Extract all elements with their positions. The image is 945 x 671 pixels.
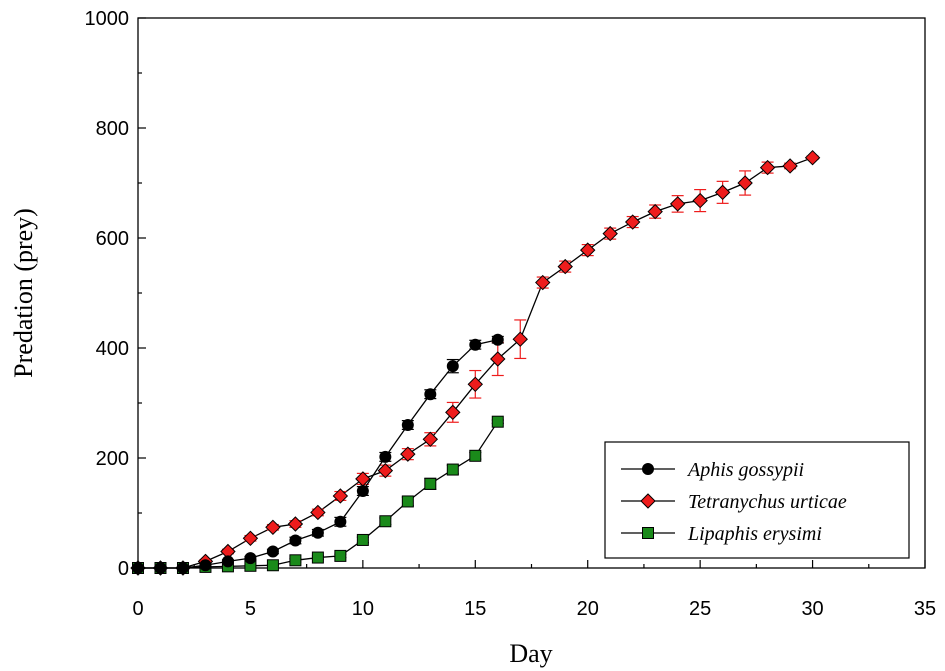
data-point [602,225,618,242]
series-layer [130,149,821,576]
data-point [400,446,416,462]
data-point [242,530,259,547]
data-point [557,258,573,275]
data-point [377,462,394,479]
data-point [422,431,439,448]
data-point [266,545,279,558]
data-point [491,415,504,428]
legend-item-aphis-gossypii: Aphis gossypii [621,459,804,481]
legend-label: Lipaphis erysimi [687,523,822,545]
data-point [759,159,776,176]
legend-box [604,441,910,559]
x-tick-label: 30 [801,598,823,620]
x-tick-label: 35 [914,598,936,620]
data-point [446,463,459,476]
y-tick-label: 0 [118,558,129,580]
data-point [334,549,347,562]
legend-marker [640,493,656,509]
data-point [356,533,369,546]
data-point [221,555,234,568]
data-point [692,192,708,209]
data-point [311,551,324,564]
y-tick-label: 400 [96,338,129,360]
data-point [379,450,392,463]
data-point [356,485,369,497]
data-point [176,562,189,574]
y-axis-title: Predation (prey) [9,208,38,378]
data-point [446,360,459,373]
x-tick-label: 20 [577,598,599,620]
legend-label: Tetranychus urticae [688,491,847,513]
y-tick-label: 200 [96,448,129,470]
data-point [132,562,144,574]
legend-marker [642,527,654,539]
series-line [138,421,499,569]
data-point [782,158,798,174]
x-tick-label: 10 [352,598,374,620]
data-point [265,519,281,536]
data-point [266,559,279,572]
data-point [199,559,212,572]
data-point [535,274,551,291]
data-point [332,488,349,504]
data-point [647,203,663,220]
data-point [154,562,167,574]
data-point [804,149,821,166]
data-point [445,404,461,421]
data-point [624,214,641,230]
y-tick-label: 600 [96,228,129,250]
data-point [669,196,686,212]
data-point [469,449,482,462]
data-point [401,495,414,508]
data-point [289,534,302,547]
legend: Aphis gossypii Tetranychus urticae Lipaphi… [604,441,910,559]
x-tick-label: 15 [464,598,486,620]
legend-item-lipaphis-erysimi: Lipaphis erysimi [621,523,822,545]
data-point [311,526,324,539]
x-tick-label: 25 [689,598,711,620]
x-axis-title: Day [509,639,552,668]
data-point [244,552,257,565]
data-point [424,388,437,401]
data-point [401,419,414,431]
data-point [287,516,304,532]
data-point [580,242,596,258]
data-point [737,175,753,191]
legend-label: Aphis gossypii [686,459,804,481]
data-point [490,351,506,367]
data-point [512,331,528,347]
series-aphis-gossypii [132,333,504,574]
data-point [469,338,482,351]
y-tick-label: 800 [96,118,129,140]
data-point [310,504,326,521]
y-axis: 0 200 400 600 800 1000 [85,8,146,580]
data-point [467,376,483,393]
data-point [334,515,347,528]
data-point [491,333,504,346]
x-tick-label: 0 [132,598,143,620]
data-point [289,554,302,567]
y-tick-label: 1000 [85,8,130,30]
data-point [424,477,437,490]
data-point [714,184,731,201]
legend-item-tetranychus-urticae: Tetranychus urticae [621,491,847,513]
series-lipaphis-erysimi [132,415,504,574]
legend-marker [642,463,654,475]
x-tick-label: 5 [245,598,256,620]
data-point [379,515,392,528]
